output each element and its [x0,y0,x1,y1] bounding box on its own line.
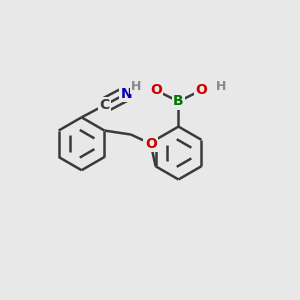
Text: O: O [150,83,162,98]
Text: H: H [216,80,226,93]
Text: H: H [131,80,141,93]
Text: O: O [195,83,207,98]
Text: C: C [99,98,109,112]
Text: N: N [121,86,132,100]
Text: B: B [173,94,184,109]
Text: O: O [145,137,157,151]
